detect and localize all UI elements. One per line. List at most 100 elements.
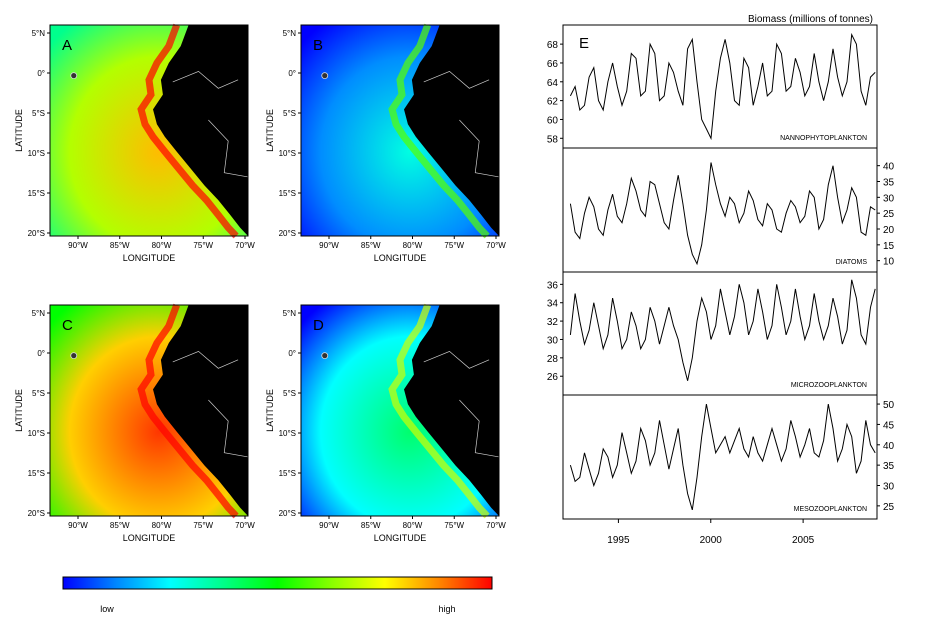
lon-tick-label: 90°W [319,241,339,250]
y-tick-label: 35 [883,461,895,472]
colorbar-high-label: high [438,604,455,614]
lat-tick-label: 5°N [32,309,46,318]
y-tick-label: 60 [547,115,559,126]
x-tick-label: 1995 [607,535,630,546]
y-tick-label: 25 [883,209,895,220]
lon-tick-label: 85°W [110,241,130,250]
y-tick-label: 58 [547,134,559,145]
x-tick-label: 2000 [700,535,723,546]
lon-tick-label: 90°W [68,241,88,250]
lat-tick-label: 15°S [28,189,45,198]
land-mass [404,25,499,236]
lat-tick-label: 10°S [28,149,45,158]
map-ylabel: LATITUDE [265,109,275,152]
lon-tick-label: 75°W [193,521,213,530]
lon-tick-label: 75°W [444,241,464,250]
y-tick-label: 36 [547,280,559,291]
lat-tick-label: 5°S [32,389,45,398]
chart-title: Biomass (millions of tonnes) [748,14,873,25]
border-line [208,119,249,178]
colorbar-low-label: low [100,604,114,614]
series-line [569,162,876,266]
series-panel: 25 30 35 40 45 50 MESOZOOPLANKTON [562,394,895,520]
colorbar-gradient [62,576,493,590]
border-line [423,351,490,369]
y-tick-label: 62 [547,97,559,108]
galapagos-islands [70,72,78,80]
map-xlabel: LONGITUDE [123,533,176,543]
series-line [569,279,876,381]
series-line [569,32,876,141]
lat-tick-label: 0° [288,349,296,358]
series-frame [562,24,878,149]
y-tick-label: 35 [883,178,895,189]
lon-tick-label: 70°W [486,521,506,530]
lon-tick-label: 70°W [486,241,506,250]
map-xlabel: LONGITUDE [374,253,427,263]
y-tick-label: 50 [883,400,895,411]
map-frame [300,24,500,237]
lon-tick-label: 80°W [152,521,172,530]
map-panel-B: B 5°N 0° 5°S 10°S 15°S 20°S 90°W 85°W 80°W 75°W 70°… [265,23,506,263]
map-panel-C: C 5°N 0° 5°S 10°S 15°S 20°S 90°W 85°W 80°W 75°W 70°… [14,303,255,543]
y-tick-label: 26 [547,372,559,383]
y-tick-label: 66 [547,59,559,70]
series-name: MESOZOOPLANKTON [794,506,867,513]
lon-tick-label: 85°W [361,521,381,530]
lat-tick-label: 20°S [279,509,296,518]
map-ylabel: LATITUDE [265,389,275,432]
series-line [569,404,876,511]
lat-tick-label: 10°S [279,149,296,158]
y-tick-label: 20 [883,225,895,236]
lat-tick-label: 15°S [28,469,45,478]
series-name: DIATOMS [836,259,868,266]
lat-tick-label: 20°S [28,509,45,518]
lat-tick-label: 5°N [32,29,46,38]
series-frame [562,147,878,273]
series-panel: 58 60 62 64 66 68 NANNOPHYTOPLANKTON [547,24,878,149]
y-tick-label: 64 [547,78,559,89]
lat-tick-label: 10°S [28,429,45,438]
panel-label-B: B [313,37,323,54]
map-ylabel: LATITUDE [14,109,24,152]
lat-tick-label: 15°S [279,469,296,478]
lon-tick-label: 70°W [235,241,255,250]
lon-tick-label: 85°W [110,521,130,530]
lon-tick-label: 80°W [403,241,423,250]
lon-tick-label: 75°W [193,241,213,250]
y-tick-label: 30 [883,482,895,493]
coastal-upwelling-band [137,303,239,519]
lat-tick-label: 15°S [279,189,296,198]
lat-tick-label: 0° [288,69,296,78]
map-frame [49,24,249,237]
map-ylabel: LATITUDE [14,389,24,432]
lat-tick-label: 0° [37,69,45,78]
y-tick-label: 40 [883,441,895,452]
x-tick-label: 2005 [792,535,815,546]
lon-tick-label: 70°W [235,521,255,530]
lon-tick-label: 75°W [444,521,464,530]
series-name: MICROZOOPLANKTON [791,382,867,389]
map-xlabel: LONGITUDE [123,253,176,263]
lat-tick-label: 5°S [32,109,45,118]
y-tick-label: 40 [883,162,895,173]
series-panel: 10 15 20 25 30 35 40 DIATOMS [562,147,895,273]
y-tick-label: 68 [547,40,559,51]
panel-label-E: E [579,35,589,52]
lat-tick-label: 5°S [283,109,296,118]
lat-tick-label: 5°N [283,29,297,38]
y-tick-label: 32 [547,317,559,328]
series-frame [562,394,878,520]
lon-tick-label: 85°W [361,241,381,250]
map-panels: A 5°N 0° 5°S 10°S 15°S 20°S 90°W 85°W 80°W 75°W 70°… [14,23,506,543]
galapagos-islands [321,352,329,360]
galapagos-islands [321,72,329,80]
y-tick-label: 30 [883,193,895,204]
border-line [208,399,249,458]
panel-label-A: A [62,37,72,54]
coastal-upwelling-band [388,23,490,239]
map-panel-D: D 5°N 0° 5°S 10°S 15°S 20°S 90°W 85°W 80°W 75°W 70°… [265,303,506,543]
y-tick-label: 25 [883,502,895,513]
y-tick-label: 30 [547,335,559,346]
lat-tick-label: 5°N [283,309,297,318]
